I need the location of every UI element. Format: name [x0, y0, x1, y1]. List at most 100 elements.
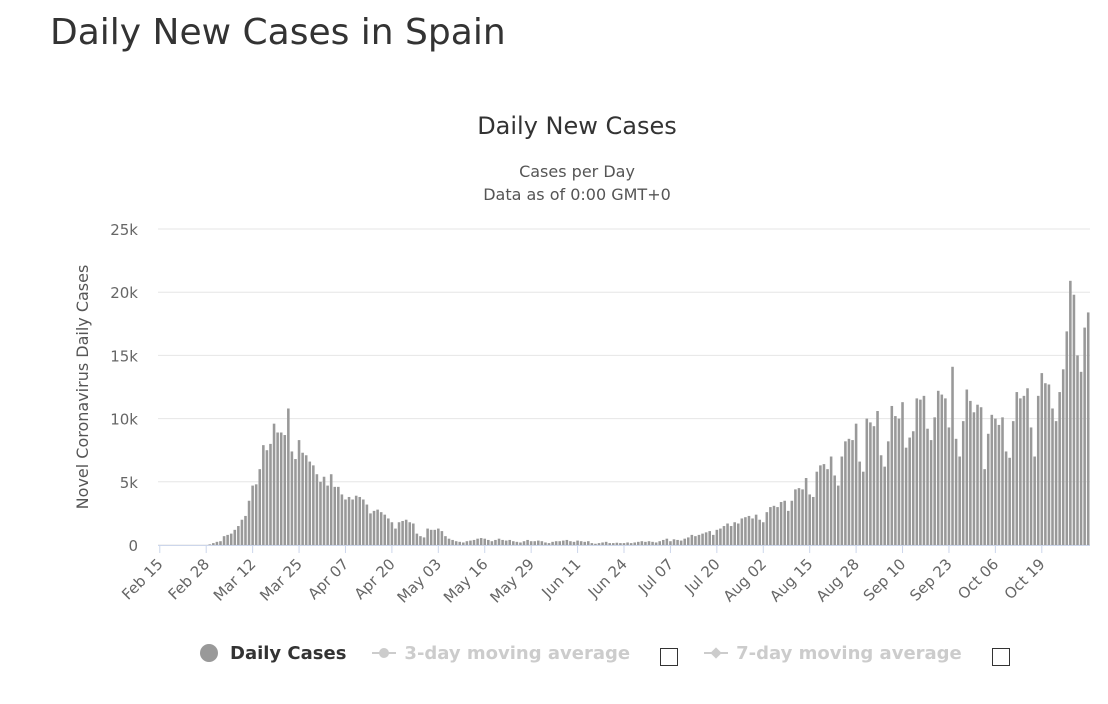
bar[interactable]: [522, 541, 526, 545]
bar[interactable]: [915, 398, 919, 545]
bar[interactable]: [1086, 312, 1090, 545]
bar[interactable]: [769, 507, 772, 545]
legend-item-daily-cases[interactable]: Daily Cases: [200, 643, 346, 664]
bar[interactable]: [654, 542, 658, 545]
bar[interactable]: [1019, 398, 1022, 545]
bar[interactable]: [208, 544, 212, 545]
bar[interactable]: [408, 522, 412, 545]
bar[interactable]: [312, 465, 315, 545]
bar[interactable]: [676, 539, 679, 545]
bar[interactable]: [494, 539, 497, 545]
bar[interactable]: [351, 499, 354, 546]
bar[interactable]: [622, 543, 626, 545]
bar[interactable]: [715, 529, 719, 545]
bar[interactable]: [1033, 456, 1036, 545]
bar[interactable]: [358, 496, 362, 545]
bar[interactable]: [1008, 457, 1011, 545]
bar[interactable]: [690, 534, 694, 545]
bar[interactable]: [240, 519, 244, 545]
bar[interactable]: [247, 500, 251, 545]
bar[interactable]: [308, 461, 312, 545]
bar[interactable]: [272, 423, 276, 545]
bar[interactable]: [219, 541, 222, 545]
bar[interactable]: [576, 540, 579, 545]
bar[interactable]: [751, 518, 754, 545]
bar[interactable]: [437, 528, 440, 545]
bar[interactable]: [472, 539, 476, 545]
bar[interactable]: [694, 536, 697, 545]
bar[interactable]: [836, 485, 840, 545]
bar[interactable]: [569, 541, 572, 545]
bar[interactable]: [262, 445, 265, 545]
bar[interactable]: [961, 421, 965, 545]
bar[interactable]: [1044, 383, 1047, 545]
bar[interactable]: [761, 522, 765, 545]
bar[interactable]: [504, 540, 508, 545]
bar[interactable]: [665, 538, 669, 545]
bar[interactable]: [1029, 427, 1033, 545]
bar[interactable]: [1036, 395, 1040, 545]
bar[interactable]: [661, 539, 665, 545]
bar[interactable]: [954, 438, 958, 545]
bar[interactable]: [251, 485, 254, 545]
bar[interactable]: [433, 529, 437, 545]
bar[interactable]: [362, 499, 365, 546]
bar[interactable]: [776, 507, 779, 545]
bar[interactable]: [819, 465, 822, 545]
bar[interactable]: [1051, 408, 1054, 545]
bar[interactable]: [865, 418, 869, 545]
bar[interactable]: [462, 542, 465, 545]
bar[interactable]: [744, 517, 747, 545]
bar[interactable]: [633, 542, 636, 545]
bar[interactable]: [519, 542, 522, 545]
bar[interactable]: [540, 541, 544, 545]
bar[interactable]: [558, 541, 562, 545]
bar[interactable]: [729, 526, 733, 545]
bar[interactable]: [940, 394, 944, 545]
bar[interactable]: [833, 475, 836, 545]
bar[interactable]: [333, 486, 337, 545]
bar[interactable]: [562, 540, 565, 545]
bar[interactable]: [1054, 421, 1058, 545]
checkbox-3-day-average[interactable]: [660, 648, 679, 666]
bar[interactable]: [469, 540, 472, 545]
bar[interactable]: [337, 486, 340, 545]
bar[interactable]: [708, 531, 711, 545]
bar[interactable]: [512, 541, 515, 545]
bar[interactable]: [244, 515, 247, 545]
bar[interactable]: [686, 537, 690, 545]
bar[interactable]: [886, 441, 890, 545]
bar[interactable]: [615, 542, 619, 545]
bar[interactable]: [1015, 392, 1019, 545]
bar[interactable]: [651, 541, 654, 545]
bar[interactable]: [497, 538, 501, 545]
bar[interactable]: [587, 541, 590, 545]
bar[interactable]: [426, 528, 429, 545]
bar[interactable]: [440, 531, 444, 545]
bar[interactable]: [747, 515, 751, 545]
bar[interactable]: [551, 541, 554, 545]
bar[interactable]: [372, 510, 376, 545]
bar[interactable]: [583, 541, 586, 545]
bar[interactable]: [936, 390, 940, 545]
bar[interactable]: [883, 466, 886, 545]
bar[interactable]: [719, 528, 722, 545]
bar[interactable]: [297, 440, 301, 545]
bar[interactable]: [537, 540, 540, 545]
bar[interactable]: [265, 450, 269, 545]
bar[interactable]: [711, 534, 715, 545]
bar[interactable]: [447, 538, 451, 545]
bar[interactable]: [904, 447, 908, 545]
bar[interactable]: [501, 539, 504, 545]
legend-item-7-day-average[interactable]: 7-day moving average: [704, 640, 1010, 666]
bar[interactable]: [861, 471, 865, 545]
bar[interactable]: [526, 539, 529, 545]
bar[interactable]: [1079, 371, 1083, 545]
bar[interactable]: [844, 441, 847, 545]
bar[interactable]: [554, 541, 558, 545]
bar[interactable]: [697, 534, 701, 545]
bar[interactable]: [483, 538, 487, 545]
bar[interactable]: [279, 432, 283, 546]
bar[interactable]: [779, 502, 783, 545]
bar[interactable]: [754, 514, 758, 545]
